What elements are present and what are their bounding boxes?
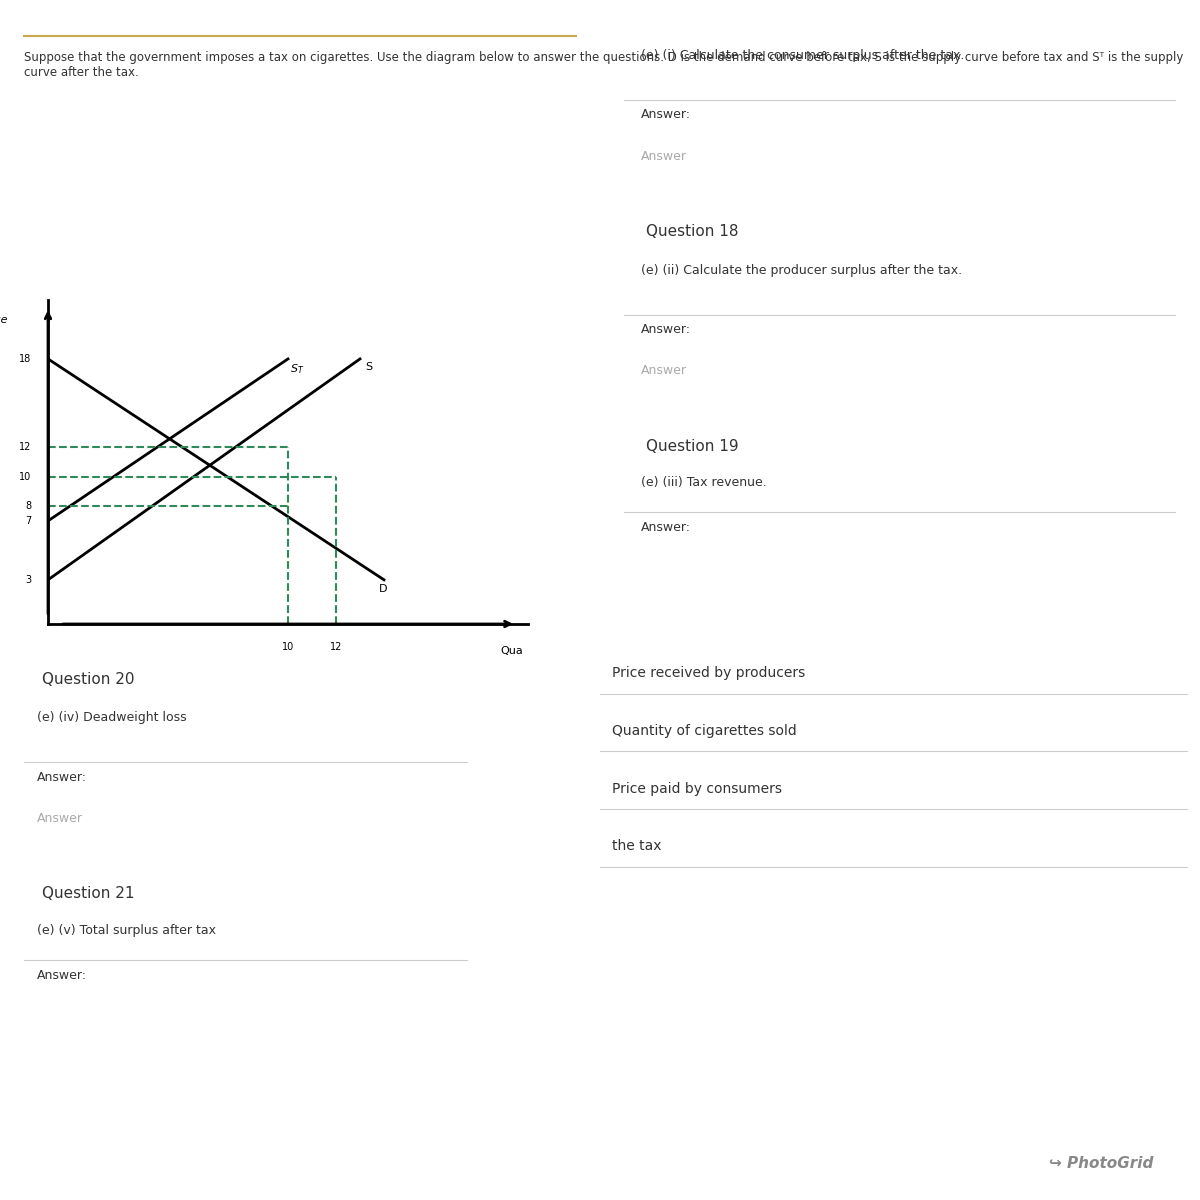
Text: S: S — [365, 362, 372, 372]
Text: Question 20: Question 20 — [42, 672, 134, 686]
Text: Question 18: Question 18 — [646, 224, 738, 239]
Text: Answer:: Answer: — [641, 108, 690, 121]
Text: (e) (iii) Tax revenue.: (e) (iii) Tax revenue. — [641, 476, 767, 490]
Text: 10: 10 — [19, 472, 31, 481]
Text: 8: 8 — [25, 502, 31, 511]
Text: Qua: Qua — [500, 646, 523, 656]
Text: 7: 7 — [25, 516, 31, 526]
Text: Price paid by consumers: Price paid by consumers — [612, 781, 781, 796]
Text: 3: 3 — [25, 575, 31, 584]
Text: Answer:: Answer: — [37, 770, 88, 784]
Text: Price: Price — [0, 314, 8, 325]
Text: Suppose that the government imposes a tax on cigarettes. Use the diagram below t: Suppose that the government imposes a ta… — [24, 50, 1183, 79]
Text: D: D — [379, 583, 388, 594]
Text: Answer: Answer — [641, 150, 686, 163]
Text: (e) (iv) Deadweight loss: (e) (iv) Deadweight loss — [37, 712, 187, 725]
Text: 18: 18 — [19, 354, 31, 364]
Text: Answer:: Answer: — [641, 521, 690, 534]
Text: Answer:: Answer: — [641, 323, 690, 336]
Text: ↪ PhotoGrid: ↪ PhotoGrid — [1049, 1157, 1153, 1171]
Text: $S_T$: $S_T$ — [290, 362, 305, 376]
Text: Answer: Answer — [641, 365, 686, 378]
Text: Price received by producers: Price received by producers — [612, 666, 805, 680]
Text: (e) (i) Calculate the consumer surplus after the tax.: (e) (i) Calculate the consumer surplus a… — [641, 49, 964, 62]
Text: Answer: Answer — [37, 812, 83, 826]
Text: Quantity of cigarettes sold: Quantity of cigarettes sold — [612, 724, 797, 738]
Text: 10: 10 — [282, 642, 294, 652]
Text: the tax: the tax — [612, 839, 661, 853]
Text: 12: 12 — [19, 443, 31, 452]
Text: (e) (v) Total surplus after tax: (e) (v) Total surplus after tax — [37, 924, 216, 937]
Text: 12: 12 — [330, 642, 342, 652]
Text: Question 21: Question 21 — [42, 887, 134, 901]
Text: Question 19: Question 19 — [646, 439, 739, 454]
Text: Answer:: Answer: — [37, 968, 88, 982]
Text: (e) (ii) Calculate the producer surplus after the tax.: (e) (ii) Calculate the producer surplus … — [641, 264, 961, 277]
